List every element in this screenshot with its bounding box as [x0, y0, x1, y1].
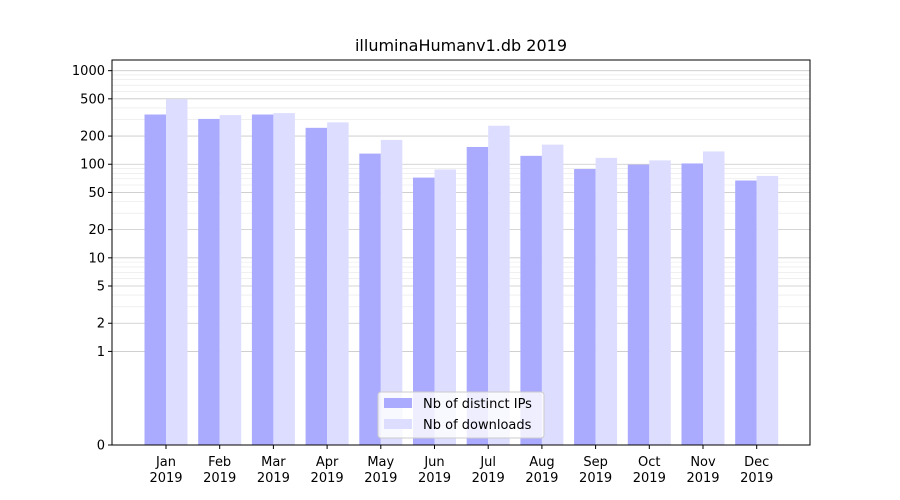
x-tick-label-month: Dec [744, 455, 769, 470]
x-tick-label-year: 2019 [740, 471, 773, 486]
bar-downloads [166, 99, 188, 446]
y-axis: 0 1 2 5 10 20 50 100 200 500 1000 [72, 64, 112, 454]
bar-distinct-ips [520, 155, 542, 445]
bar-downloads [703, 151, 725, 446]
y-tick-label: 200 [80, 130, 105, 145]
y-tick-label: 0 [97, 439, 105, 454]
x-tick-label-year: 2019 [364, 471, 397, 486]
bar-distinct-ips [305, 127, 328, 445]
bar-distinct-ips [251, 114, 274, 445]
bar-downloads [327, 122, 349, 445]
y-tick-label: 50 [88, 186, 105, 201]
bar-downloads [756, 175, 779, 445]
x-tick-label-month: Nov [690, 455, 716, 470]
bar-downloads [380, 139, 403, 445]
bar-downloads [649, 160, 671, 445]
x-tick-label-month: Oct [638, 455, 660, 470]
x-tick-label-year: 2019 [525, 471, 558, 486]
legend-swatch-distinct-ips [384, 398, 412, 408]
x-tick-label-month: May [367, 455, 394, 470]
x-tick-label-year: 2019 [686, 471, 719, 486]
bar-downloads [273, 113, 295, 445]
plot-frame [111, 59, 811, 446]
y-tick-label: 1 [97, 345, 105, 360]
bar-distinct-ips [681, 163, 703, 445]
bar-downloads [595, 157, 618, 446]
bar-distinct-ips [359, 153, 381, 446]
y-tick-label: 5 [97, 280, 105, 295]
legend-box [377, 391, 545, 439]
x-axis: Jan2019Feb2019Mar2019Apr2019May2019Jun20… [149, 445, 773, 486]
chart-title: illuminaHumanv1.db 2019 [355, 36, 567, 55]
x-tick-label-month: Aug [529, 455, 554, 470]
y-tick-label: 100 [80, 158, 105, 173]
x-tick-label-year: 2019 [311, 471, 344, 486]
x-tick-label-month: Sep [583, 455, 608, 470]
x-tick-label-year: 2019 [472, 471, 505, 486]
x-tick-label-month: Feb [208, 455, 231, 470]
x-tick-label-month: Apr [316, 455, 339, 470]
x-tick-label-month: Jun [423, 455, 444, 470]
y-tick-label: 10 [88, 251, 105, 266]
bar-distinct-ips [627, 164, 650, 445]
x-tick-label-month: Mar [261, 455, 286, 470]
y-tick-label: 1000 [72, 64, 105, 79]
y-tick-label: 20 [88, 223, 105, 238]
x-tick-label-month: Jul [479, 455, 496, 470]
x-tick-label-year: 2019 [257, 471, 290, 486]
x-tick-label-month: Jan [155, 455, 176, 470]
x-tick-label-year: 2019 [418, 471, 451, 486]
x-tick-label-year: 2019 [633, 471, 666, 486]
bar-downloads [541, 144, 564, 445]
bar-distinct-ips [574, 168, 596, 445]
bar-downloads [488, 125, 510, 445]
y-tick-label: 500 [80, 92, 105, 107]
x-tick-label-year: 2019 [149, 471, 182, 486]
bar-distinct-ips [198, 118, 220, 445]
x-tick-label-year: 2019 [203, 471, 236, 486]
bar-distinct-ips [466, 146, 489, 446]
bar-distinct-ips [735, 180, 757, 446]
legend-label-distinct-ips: Nb of distinct IPs [423, 397, 532, 412]
legend-label-downloads: Nb of downloads [423, 418, 532, 433]
bar-distinct-ips [413, 177, 435, 446]
y-tick-label: 2 [97, 317, 105, 332]
legend-swatch-downloads [384, 419, 412, 429]
bars [144, 99, 779, 446]
bar-downloads [434, 169, 456, 446]
legend: Nb of distinct IPs Nb of downloads [377, 391, 545, 439]
x-tick-label-year: 2019 [579, 471, 612, 486]
bar-distinct-ips [144, 114, 166, 445]
bar-downloads [219, 115, 242, 446]
